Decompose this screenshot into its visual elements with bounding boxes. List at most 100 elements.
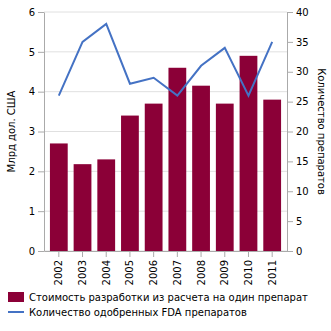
tick-mark bbox=[287, 72, 293, 73]
bar bbox=[145, 104, 163, 251]
tick: 6 bbox=[29, 7, 44, 18]
tick-label: 5 bbox=[29, 47, 35, 58]
tick-label: 20 bbox=[296, 126, 309, 137]
tick-label: 5 bbox=[296, 216, 302, 227]
tick-label: 2003 bbox=[77, 260, 88, 285]
tick: 2010 bbox=[243, 251, 254, 285]
chart: 2002200320042005200620072008200920102011… bbox=[0, 0, 331, 331]
tick-label: 2002 bbox=[53, 260, 64, 285]
tick-mark bbox=[38, 52, 44, 53]
y2-axis-title: Количество препаратов bbox=[316, 68, 327, 195]
x-axis: 2002 2003 2004 2005 2006 2007 2008 2009 2010 2011 bbox=[45, 251, 288, 285]
tick-mark bbox=[287, 42, 293, 43]
legend-item: Стоимость разработки из расчета на один … bbox=[8, 292, 308, 303]
tick: 15 bbox=[287, 156, 309, 167]
tick-label: 40 bbox=[296, 7, 309, 18]
tick: 0 bbox=[287, 246, 302, 257]
bar bbox=[216, 104, 234, 251]
tick-label: 2006 bbox=[148, 260, 159, 285]
tick-mark bbox=[287, 221, 293, 222]
tick-label: 2009 bbox=[219, 260, 230, 285]
tick-mark bbox=[38, 92, 44, 93]
tick: 40 bbox=[287, 7, 309, 18]
tick-mark bbox=[38, 12, 44, 13]
tick: 2008 bbox=[196, 251, 207, 285]
bar bbox=[192, 86, 210, 251]
tick-label: 2 bbox=[29, 166, 35, 177]
tick: 2009 bbox=[219, 251, 230, 285]
tick-mark bbox=[287, 102, 293, 103]
tick: 1 bbox=[29, 206, 44, 217]
tick: 2003 bbox=[77, 251, 88, 285]
tick-mark bbox=[58, 251, 59, 257]
y-axis-title: Млрд дол. США bbox=[6, 90, 17, 172]
bar bbox=[50, 143, 68, 251]
tick: 35 bbox=[287, 37, 309, 48]
bar bbox=[263, 100, 281, 251]
tick: 10 bbox=[287, 186, 309, 197]
tick-label: 2008 bbox=[196, 260, 207, 285]
legend-label: Количество одобренных FDA препаратов bbox=[29, 307, 247, 318]
tick-mark bbox=[287, 161, 293, 162]
tick: 5 bbox=[29, 47, 44, 58]
tick-mark bbox=[38, 211, 44, 212]
tick-label: 0 bbox=[296, 246, 302, 257]
bar bbox=[74, 164, 92, 251]
tick: 30 bbox=[287, 66, 309, 77]
tick-label: 2010 bbox=[243, 260, 254, 285]
tick-label: 6 bbox=[29, 7, 35, 18]
y-axis: 0 1 2 3 4 5 6 bbox=[29, 7, 45, 257]
tick: 2 bbox=[29, 166, 44, 177]
tick: 2002 bbox=[53, 251, 64, 285]
tick: 3 bbox=[29, 126, 44, 137]
tick-mark bbox=[287, 251, 293, 252]
tick-mark bbox=[38, 132, 44, 133]
tick: 4 bbox=[29, 86, 44, 97]
tick-label: 2007 bbox=[172, 260, 183, 285]
grid-line bbox=[44, 51, 287, 52]
tick-mark bbox=[287, 12, 293, 13]
tick-label: 30 bbox=[296, 66, 309, 77]
tick: 25 bbox=[287, 96, 309, 107]
tick: 2011 bbox=[267, 251, 278, 285]
grid bbox=[44, 12, 287, 251]
tick-label: 2004 bbox=[101, 260, 112, 285]
tick: 0 bbox=[29, 246, 44, 257]
tick-label: 2005 bbox=[124, 260, 135, 285]
tick-label: 3 bbox=[29, 126, 35, 137]
tick: 2004 bbox=[101, 251, 112, 285]
tick-label: 15 bbox=[296, 156, 309, 167]
legend-swatch bbox=[8, 311, 24, 313]
legend: Стоимость разработки из расчета на один … bbox=[8, 292, 308, 318]
tick-mark bbox=[248, 251, 249, 257]
tick-mark bbox=[287, 191, 293, 192]
tick-mark bbox=[129, 251, 130, 257]
legend-swatch bbox=[8, 292, 24, 302]
legend-label: Стоимость разработки из расчета на один … bbox=[29, 292, 308, 303]
tick-mark bbox=[177, 251, 178, 257]
tick-label: 35 bbox=[296, 37, 309, 48]
tick-mark bbox=[38, 171, 44, 172]
tick: 2005 bbox=[124, 251, 135, 285]
marks bbox=[50, 24, 281, 251]
bar bbox=[97, 159, 115, 251]
tick-mark bbox=[38, 251, 44, 252]
tick-label: 0 bbox=[29, 246, 35, 257]
tick-mark bbox=[287, 132, 293, 133]
grid-line bbox=[44, 12, 287, 13]
tick-label: 2011 bbox=[267, 260, 278, 285]
tick-mark bbox=[224, 251, 225, 257]
tick: 2007 bbox=[172, 251, 183, 285]
tick-label: 10 bbox=[296, 186, 309, 197]
tick: 20 bbox=[287, 126, 309, 137]
tick-mark bbox=[153, 251, 154, 257]
line bbox=[59, 24, 272, 96]
tick-mark bbox=[106, 251, 107, 257]
tick-mark bbox=[272, 251, 273, 257]
y2-axis: 0 5 10 15 20 25 30 35 40 bbox=[287, 7, 309, 257]
tick: 5 bbox=[287, 216, 302, 227]
bar-series bbox=[50, 56, 281, 251]
tick-mark bbox=[201, 251, 202, 257]
bar bbox=[121, 116, 139, 251]
tick-label: 1 bbox=[29, 206, 35, 217]
